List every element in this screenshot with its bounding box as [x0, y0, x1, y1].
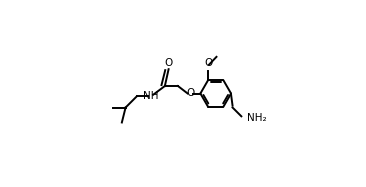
- Text: O: O: [164, 58, 173, 68]
- Text: O: O: [205, 58, 213, 68]
- Text: NH₂: NH₂: [247, 113, 266, 123]
- Text: O: O: [186, 88, 194, 99]
- Text: NH: NH: [143, 91, 158, 101]
